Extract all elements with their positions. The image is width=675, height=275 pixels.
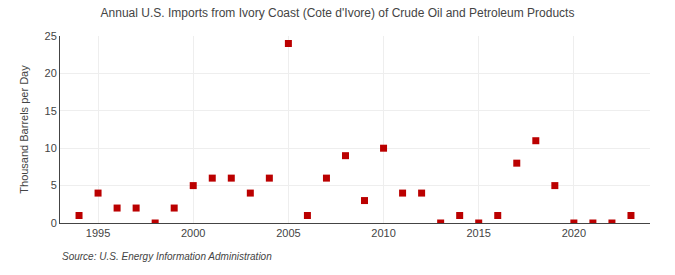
- svg-text:0: 0: [51, 217, 57, 229]
- svg-text:Thousand Barrels per Day: Thousand Barrels per Day: [18, 65, 30, 194]
- svg-text:Annual U.S. Imports from Ivory: Annual U.S. Imports from Ivory Coast (Co…: [101, 6, 575, 20]
- svg-text:20: 20: [45, 67, 57, 79]
- svg-text:2015: 2015: [466, 227, 490, 239]
- svg-text:5: 5: [51, 179, 57, 191]
- svg-text:10: 10: [45, 142, 57, 154]
- svg-text:1995: 1995: [86, 227, 110, 239]
- svg-text:2000: 2000: [181, 227, 205, 239]
- svg-text:2020: 2020: [562, 227, 586, 239]
- svg-text:2010: 2010: [371, 227, 395, 239]
- svg-text:25: 25: [45, 30, 57, 42]
- svg-text:2005: 2005: [276, 227, 300, 239]
- svg-text:Source: U.S. Energy Informatio: Source: U.S. Energy Information Administ…: [62, 251, 272, 262]
- svg-text:15: 15: [45, 105, 57, 117]
